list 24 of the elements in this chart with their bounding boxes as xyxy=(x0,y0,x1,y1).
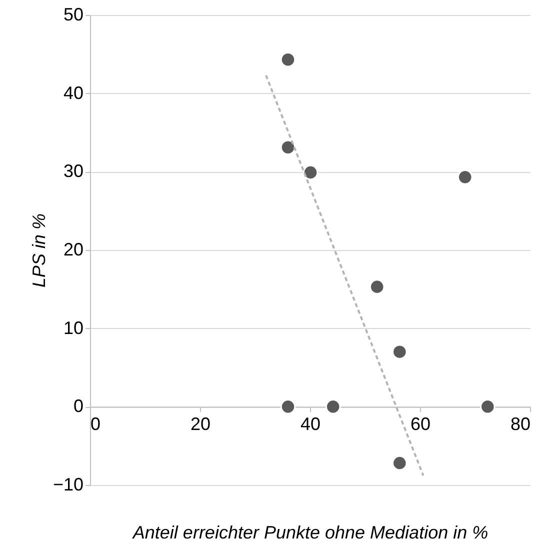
y-tick-label: 10 xyxy=(63,318,84,338)
y-tick-label: 30 xyxy=(63,161,84,182)
x-axis-title: Anteil erreichter Punkte ohne Mediation in % xyxy=(132,522,488,542)
x-tick-label: 20 xyxy=(190,414,211,434)
point xyxy=(457,170,473,185)
y-tick-label: −10 xyxy=(52,474,84,494)
point xyxy=(280,140,296,156)
y-axis-title: LPS in % xyxy=(28,213,49,288)
point xyxy=(369,279,385,294)
y-tick-label: 50 xyxy=(63,4,84,24)
x-tick-label: 60 xyxy=(410,414,431,434)
point xyxy=(392,455,408,471)
y-tick-label: 20 xyxy=(63,240,84,260)
point xyxy=(392,344,408,360)
point xyxy=(302,164,318,180)
point xyxy=(480,399,496,414)
x-tick-label: 40 xyxy=(300,414,321,434)
y-tick-label: 40 xyxy=(63,82,84,103)
point xyxy=(280,399,296,414)
x-tick-label: 0 xyxy=(90,414,101,434)
point xyxy=(280,52,296,68)
x-tick-label: 80 xyxy=(510,414,530,434)
point xyxy=(325,399,341,414)
y-tick-label: 0 xyxy=(73,396,84,416)
